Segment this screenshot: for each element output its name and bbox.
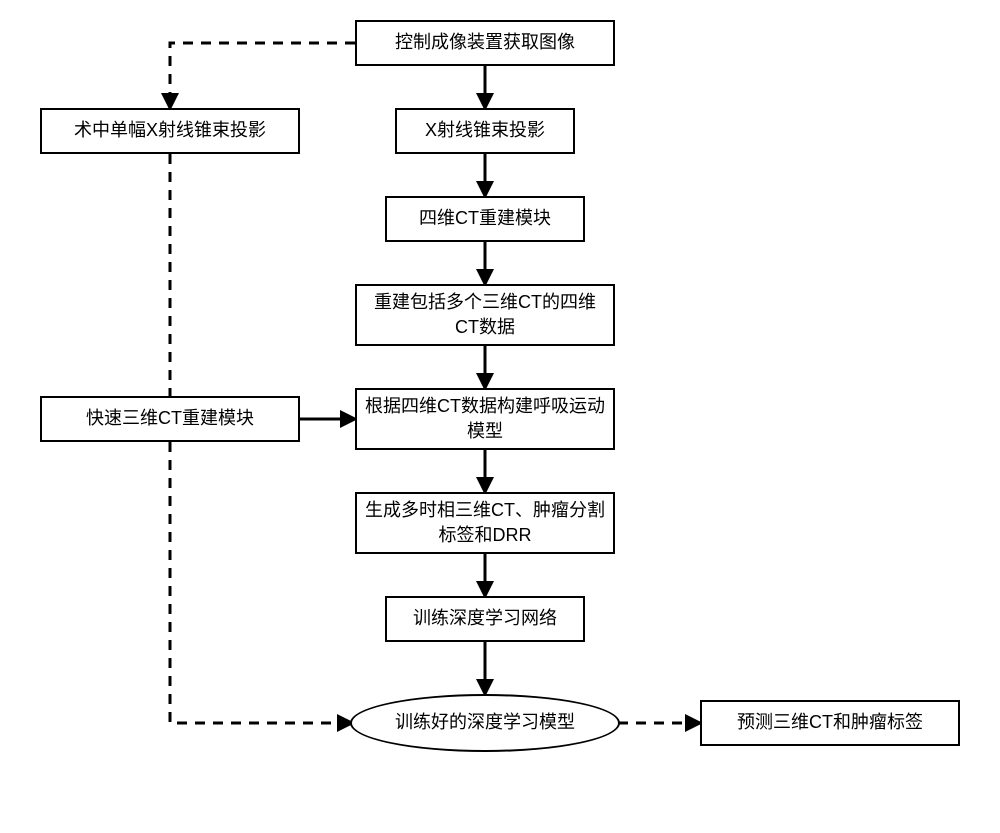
edge-n1-nL1 (170, 43, 355, 108)
flowchart-node-n3: 四维CT重建模块 (385, 196, 585, 242)
flowchart-node-nL2: 快速三维CT重建模块 (40, 396, 300, 442)
flowchart-node-nR1: 预测三维CT和肿瘤标签 (700, 700, 960, 746)
node-label: 生成多时相三维CT、肿瘤分割标签和DRR (365, 498, 605, 548)
flowchart-canvas: 控制成像装置获取图像 X射线锥束投影四维CT重建模块重建包括多个三维CT的四维CT… (0, 0, 1000, 833)
node-label: X射线锥束投影 (425, 118, 545, 143)
flowchart-node-n5: 根据四维CT数据构建呼吸运动模型 (355, 388, 615, 450)
node-label: 快速三维CT重建模块 (86, 406, 254, 431)
node-label: 训练好的深度学习模型 (395, 710, 575, 735)
node-label: 控制成像装置获取图像 (395, 30, 575, 55)
flowchart-node-n2: X射线锥束投影 (395, 108, 575, 154)
node-label: 根据四维CT数据构建呼吸运动模型 (365, 394, 605, 444)
flowchart-node-n6: 生成多时相三维CT、肿瘤分割标签和DRR (355, 492, 615, 554)
flowchart-node-n4: 重建包括多个三维CT的四维CT数据 (355, 284, 615, 346)
node-label: 预测三维CT和肿瘤标签 (737, 710, 923, 735)
flowchart-node-nL1: 术中单幅X射线锥束投影 (40, 108, 300, 154)
flowchart-node-n7: 训练深度学习网络 (385, 596, 585, 642)
node-label: 术中单幅X射线锥束投影 (74, 118, 266, 143)
node-label: 四维CT重建模块 (419, 206, 551, 231)
flowchart-node-n8: 训练好的深度学习模型 (350, 694, 620, 752)
node-label: 重建包括多个三维CT的四维CT数据 (365, 290, 605, 340)
flowchart-node-n1: 控制成像装置获取图像 (355, 20, 615, 66)
node-label: 训练深度学习网络 (413, 606, 557, 631)
